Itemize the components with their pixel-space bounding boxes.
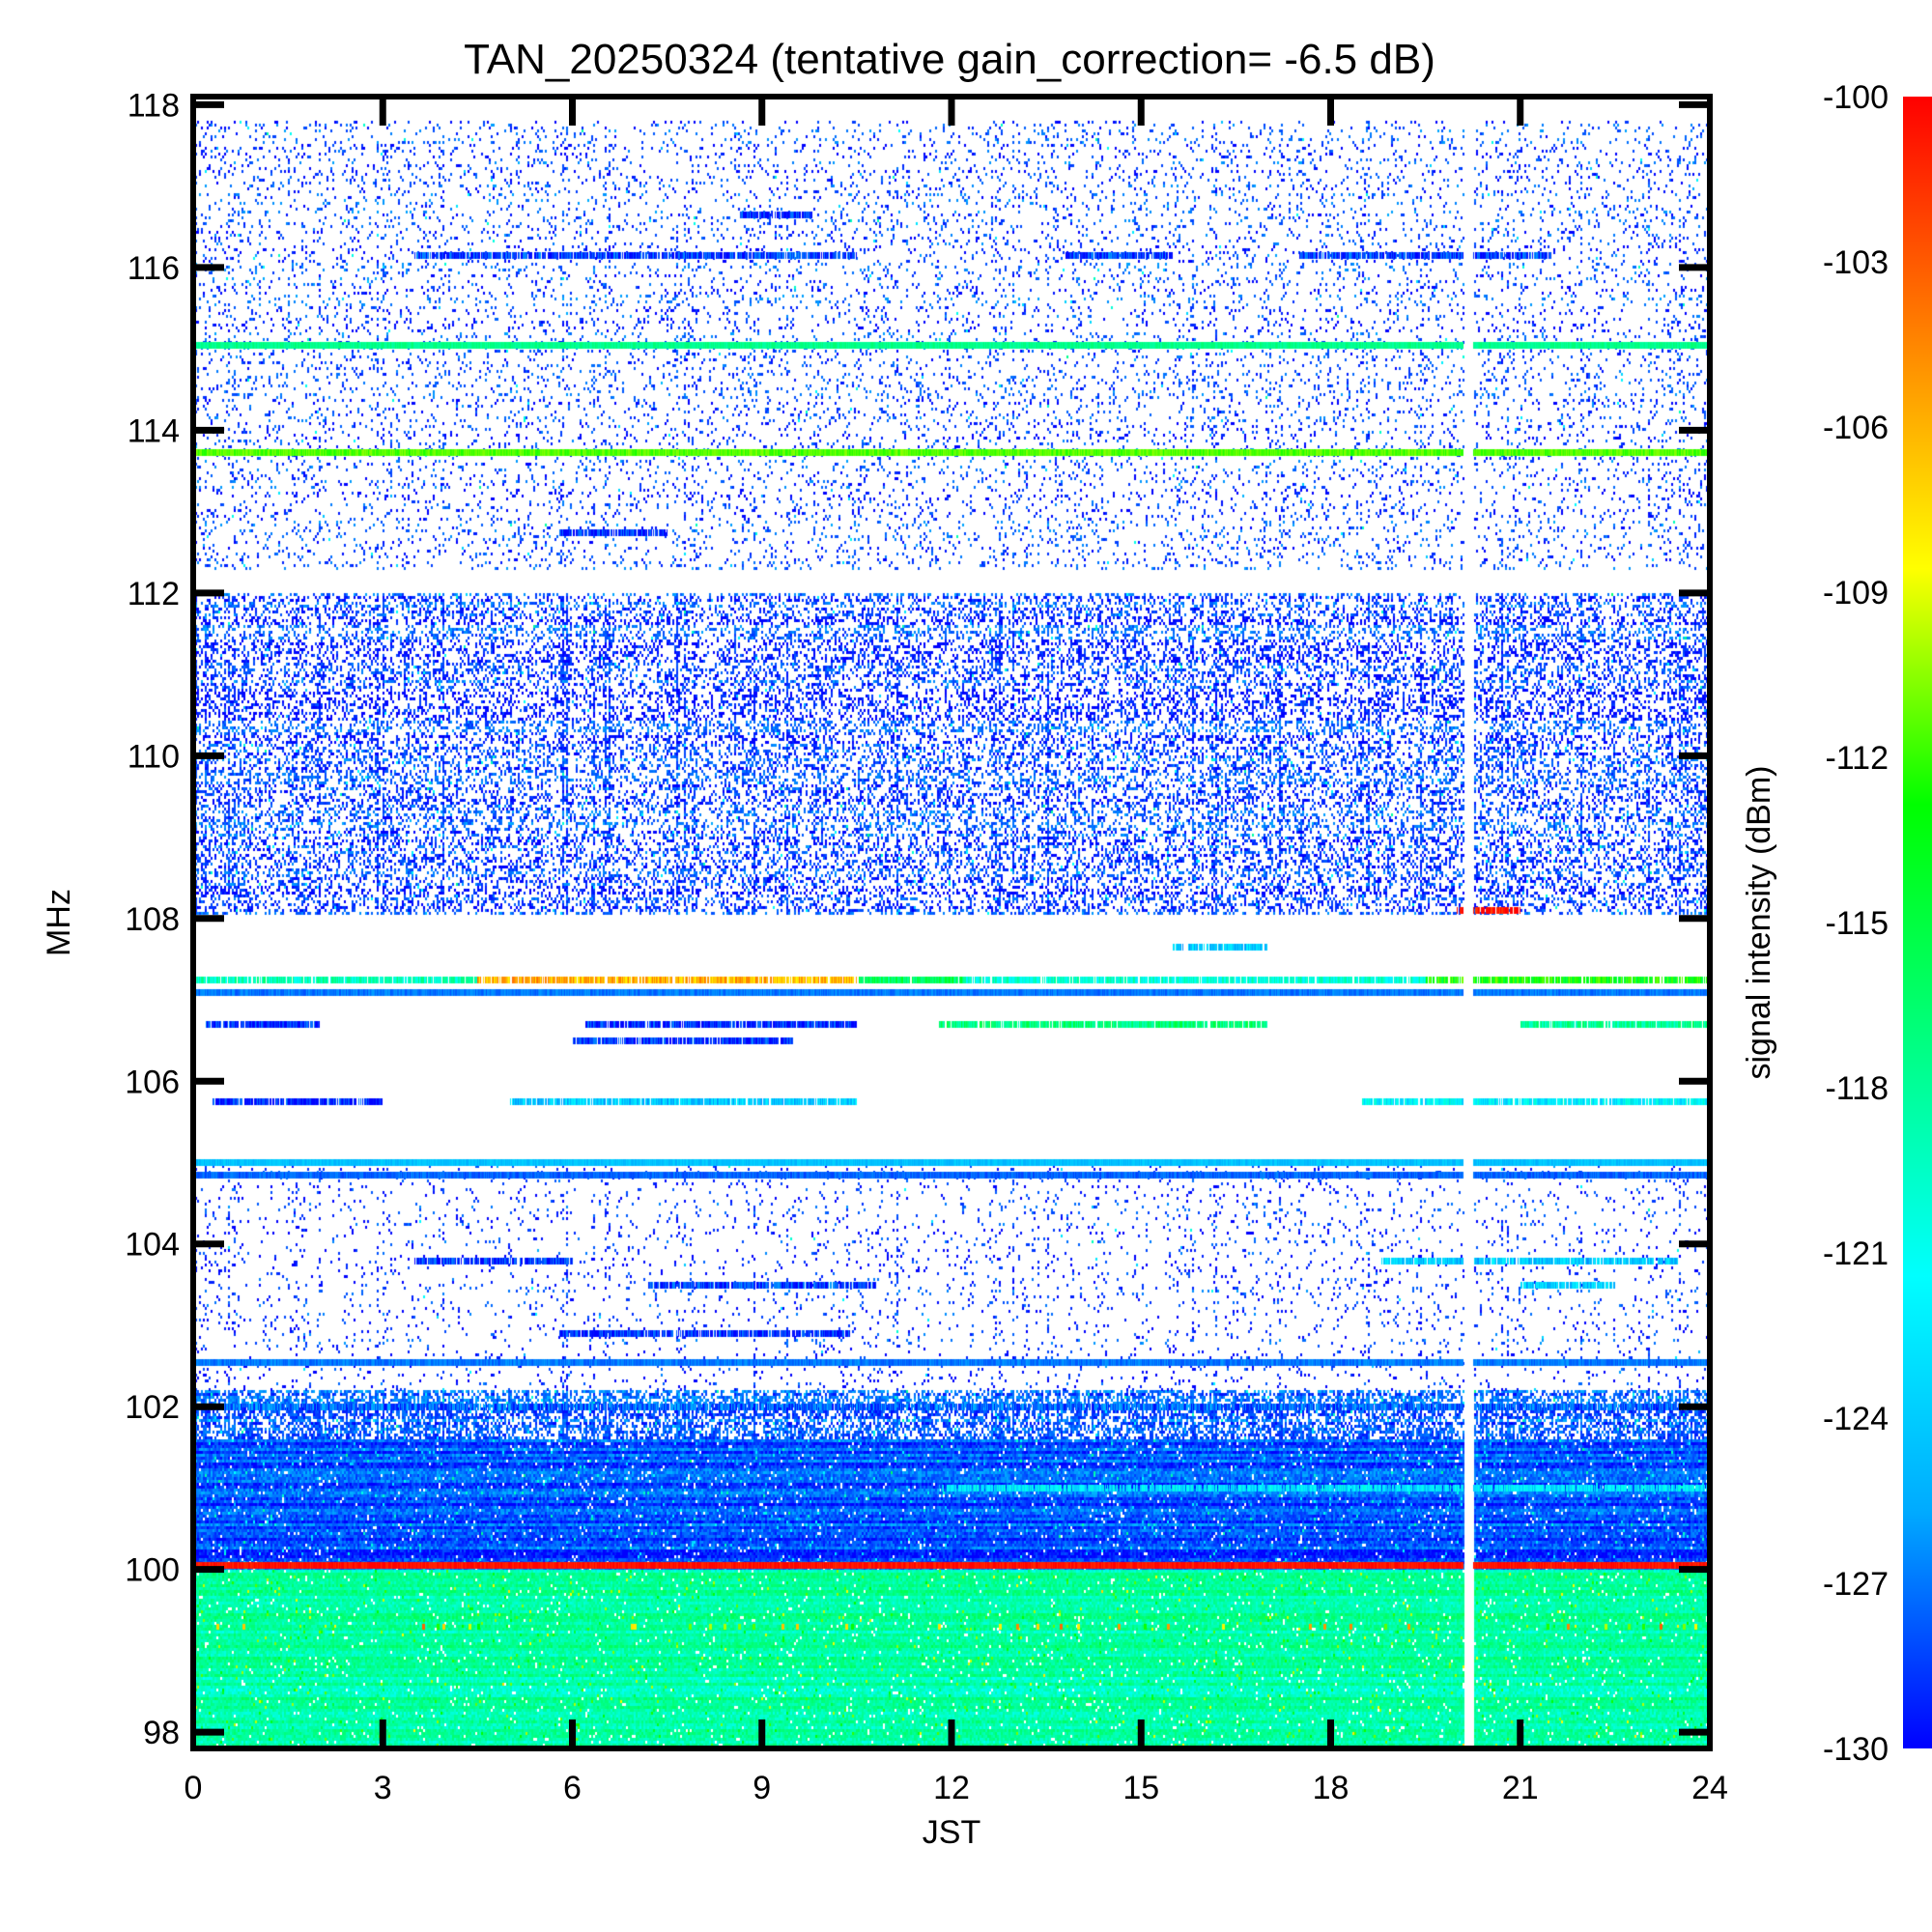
y-tick-label: 110	[128, 738, 180, 775]
x-tick-label: 18	[1313, 1770, 1350, 1806]
y-axis-label: MHz	[41, 889, 77, 956]
colorbar-tick-label: -103	[1823, 244, 1889, 281]
colorbar-tick-label: -124	[1823, 1401, 1889, 1437]
x-tick-label: 9	[753, 1770, 771, 1806]
plot-area	[193, 97, 1710, 1748]
y-tick-label: 98	[143, 1715, 180, 1751]
colorbar-tick-label: -109	[1823, 575, 1889, 611]
y-tick-label: 116	[128, 250, 180, 287]
colorbar-tick-label: -127	[1823, 1566, 1889, 1603]
y-axis: 98 100 102 104 106 108 110 112 114 116 118	[125, 87, 1710, 1751]
y-tick-label: 106	[125, 1064, 180, 1100]
chart-title: TAN_20250324 (tentative gain_correction=…	[464, 36, 1435, 83]
colorbar-label: signal intensity (dBm)	[1741, 765, 1777, 1079]
y-tick-label: 108	[125, 901, 180, 938]
y-tick-label: 114	[128, 412, 180, 449]
colorbar-tick-label: -118	[1825, 1070, 1889, 1107]
x-tick-label: 21	[1502, 1770, 1539, 1806]
heatmap-canvas-holder	[193, 97, 1710, 1748]
x-axis-label: JST	[923, 1814, 980, 1851]
x-tick-label: 15	[1122, 1770, 1159, 1806]
colorbar-tick-label: -106	[1823, 410, 1889, 446]
colorbar-tick-label: -115	[1825, 905, 1889, 942]
y-tick-label: 112	[128, 576, 180, 612]
colorbar-gradient	[1903, 97, 1932, 1748]
x-axis: 0 3 6 9 12 15 18 21 24	[185, 97, 1728, 1806]
x-tick-label: 24	[1691, 1770, 1728, 1806]
x-tick-label: 3	[374, 1770, 392, 1806]
colorbar-tick-label: -130	[1823, 1731, 1889, 1768]
y-tick-label: 102	[125, 1389, 180, 1426]
colorbar-tick-label: -100	[1823, 79, 1889, 116]
x-tick-label: 6	[563, 1770, 582, 1806]
colorbar-tick-label: -112	[1825, 740, 1889, 777]
heatmap-image	[193, 97, 1710, 1748]
y-tick-label: 104	[125, 1227, 180, 1264]
colorbar: -100 -103 -106 -109 -112 -115 -118 -121 -124 -127…	[1741, 79, 1932, 1768]
heatmap-canvas	[193, 97, 1710, 1748]
colorbar-ticks: -100 -103 -106 -109 -112 -115 -118 -121 -124 -127…	[1823, 79, 1889, 1768]
y-tick-label: 118	[128, 87, 180, 124]
y-tick-label: 100	[125, 1552, 180, 1589]
colorbar-tick-label: -121	[1823, 1236, 1889, 1272]
x-tick-label: 12	[933, 1770, 970, 1806]
x-tick-label: 0	[185, 1770, 203, 1806]
